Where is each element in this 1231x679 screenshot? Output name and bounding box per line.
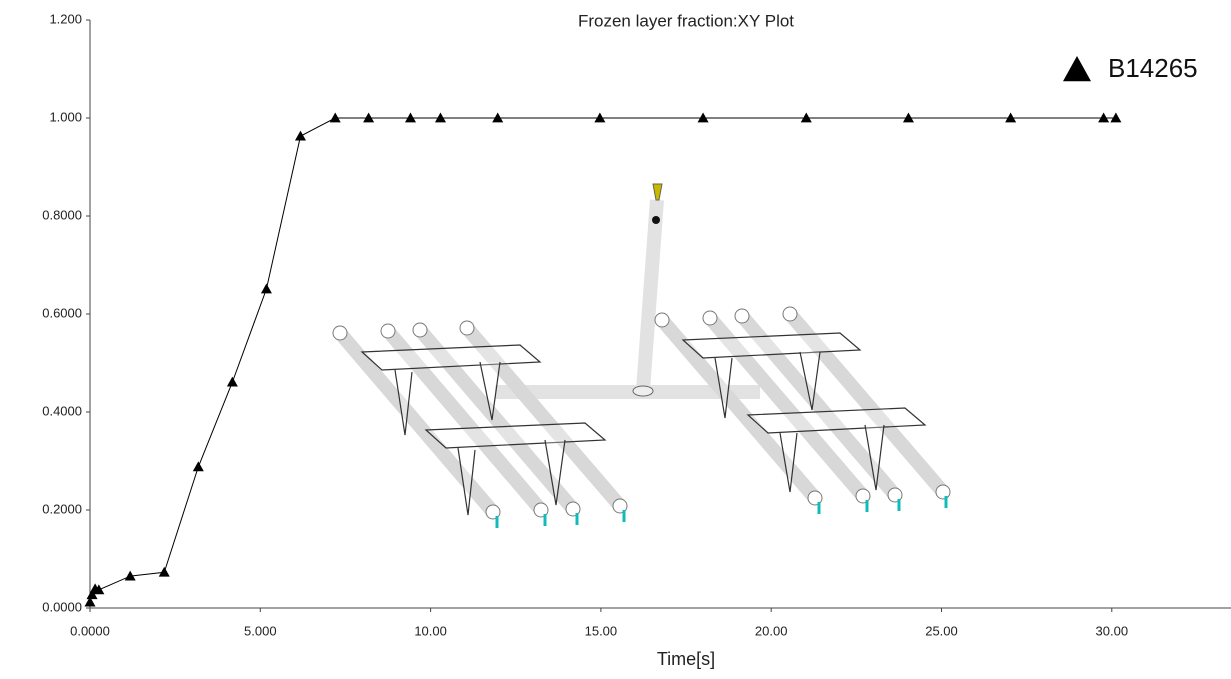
runner-junction <box>633 386 653 396</box>
data-point <box>1005 113 1016 123</box>
data-point <box>227 377 238 387</box>
data-point <box>295 131 306 141</box>
x-tick-label: 10.00 <box>414 623 447 638</box>
x-tick-label: 5.000 <box>244 623 277 638</box>
y-tick-label: 1.200 <box>49 11 82 26</box>
y-tick-label: 0.2000 <box>42 501 82 516</box>
data-point <box>405 113 416 123</box>
y-tick-label: 0.0000 <box>42 599 82 614</box>
x-tick-label: 15.00 <box>585 623 618 638</box>
data-point <box>261 284 272 294</box>
data-point <box>435 113 446 123</box>
x-tick-label: 25.00 <box>925 623 958 638</box>
nozzle <box>653 184 662 200</box>
data-point <box>492 113 503 123</box>
y-tick-label: 0.4000 <box>42 403 82 418</box>
x-tick-label: 20.00 <box>755 623 788 638</box>
data-point <box>1110 113 1121 123</box>
series-line <box>90 118 1116 602</box>
data-point <box>330 113 341 123</box>
sprue <box>643 200 657 390</box>
gate-point <box>652 216 660 224</box>
data-point <box>363 113 374 123</box>
legend-label: B14265 <box>1108 53 1198 83</box>
legend-marker <box>1063 56 1091 81</box>
chart: Frozen layer fraction:XY Plot Time[s] <box>0 0 1231 679</box>
data-point <box>594 113 605 123</box>
x-axis-title: Time[s] <box>657 649 715 669</box>
data-point <box>903 113 914 123</box>
mold-model <box>333 184 950 528</box>
y-tick-label: 0.6000 <box>42 305 82 320</box>
x-tick-label: 0.0000 <box>70 623 110 638</box>
page: {"chart_data": {"type": "line", "title":… <box>0 0 1231 679</box>
data-point <box>801 113 812 123</box>
data-point <box>698 113 709 123</box>
chart-title: Frozen layer fraction:XY Plot <box>578 11 794 30</box>
data-point <box>159 567 170 577</box>
x-tick-label: 30.00 <box>1096 623 1129 638</box>
data-point <box>193 461 204 471</box>
y-tick-label: 1.000 <box>49 109 82 124</box>
data-point <box>1098 113 1109 123</box>
y-tick-label: 0.8000 <box>42 207 82 222</box>
